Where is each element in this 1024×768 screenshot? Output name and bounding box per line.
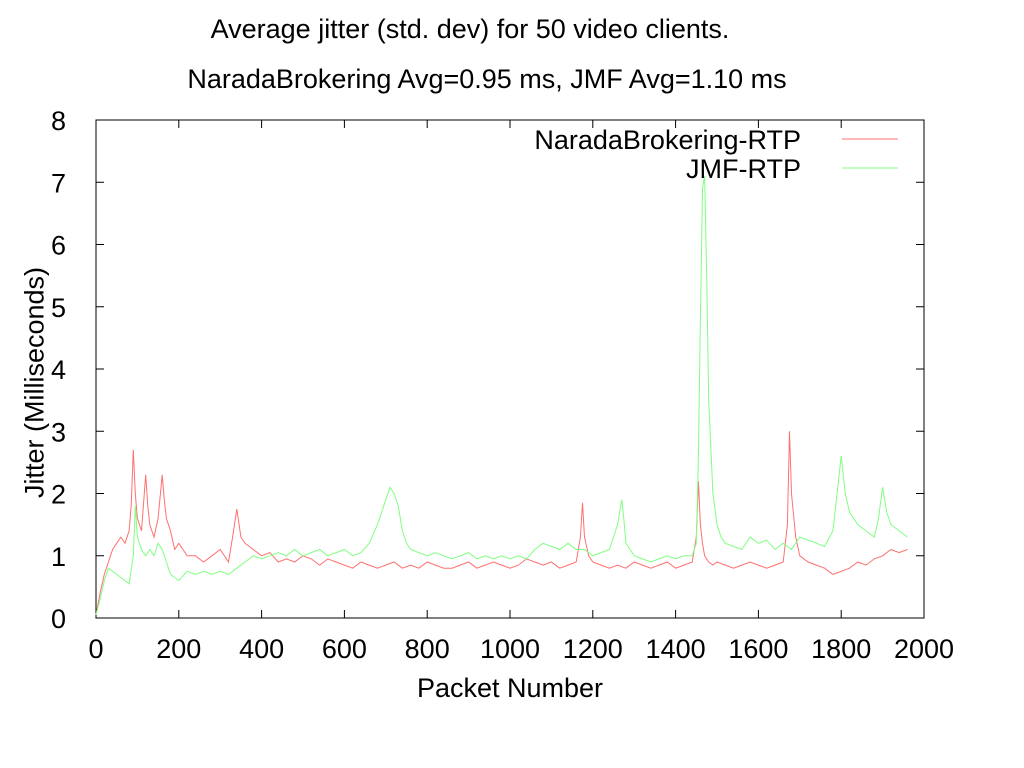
legend-label: JMF-RTP <box>686 154 801 184</box>
chart-title: Average jitter (std. dev) for 50 video c… <box>210 14 730 44</box>
y-tick-label: 5 <box>51 293 66 323</box>
chart-subtitle: NaradaBrokering Avg=0.95 ms, JMF Avg=1.1… <box>187 64 787 94</box>
y-tick-label: 7 <box>51 168 66 198</box>
y-tick-label: 3 <box>51 417 66 447</box>
x-tick-label: 1600 <box>728 634 788 664</box>
y-tick-label: 1 <box>51 542 66 572</box>
y-tick-label: 8 <box>51 106 66 136</box>
x-tick-label: 0 <box>88 634 103 664</box>
x-tick-label: 2000 <box>894 634 954 664</box>
series-line-jmf-rtp <box>95 175 908 616</box>
x-tick-label: 1400 <box>646 634 706 664</box>
x-tick-label: 200 <box>156 634 201 664</box>
y-axis-label: Jitter (Milliseconds) <box>19 266 50 499</box>
plot-frame <box>95 119 925 619</box>
x-axis-label: Packet Number <box>416 673 604 703</box>
y-tick-label: 0 <box>51 604 66 634</box>
y-tick-label: 6 <box>51 231 66 261</box>
legend-label: NaradaBrokering-RTP <box>534 125 801 155</box>
y-tick-label: 4 <box>51 355 66 385</box>
x-tick-label: 1200 <box>563 634 623 664</box>
x-tick-label: 600 <box>322 634 367 664</box>
series-line-naradabrokering-rtp <box>95 431 908 615</box>
y-tick-label: 2 <box>51 480 66 510</box>
x-tick-label: 1800 <box>811 634 871 664</box>
x-tick-label: 800 <box>405 634 450 664</box>
x-tick-label: 1000 <box>480 634 540 664</box>
x-tick-label: 400 <box>239 634 284 664</box>
